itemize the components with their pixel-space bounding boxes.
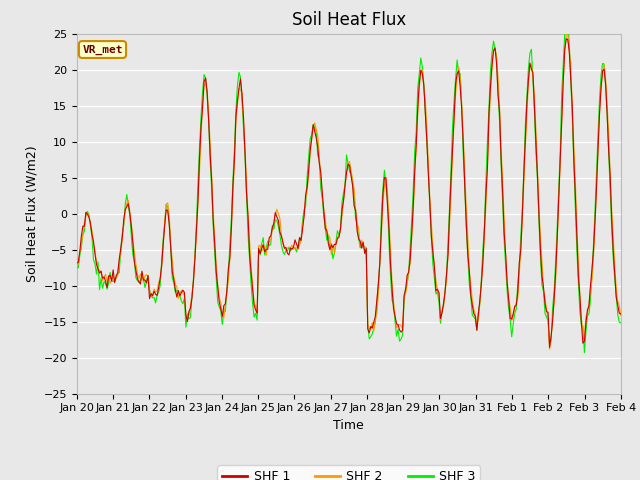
Title: Soil Heat Flux: Soil Heat Flux [292,11,406,29]
Y-axis label: Soil Heat Flux (W/m2): Soil Heat Flux (W/m2) [25,145,38,282]
Legend: SHF 1, SHF 2, SHF 3: SHF 1, SHF 2, SHF 3 [218,465,480,480]
X-axis label: Time: Time [333,419,364,432]
Text: VR_met: VR_met [82,44,123,55]
